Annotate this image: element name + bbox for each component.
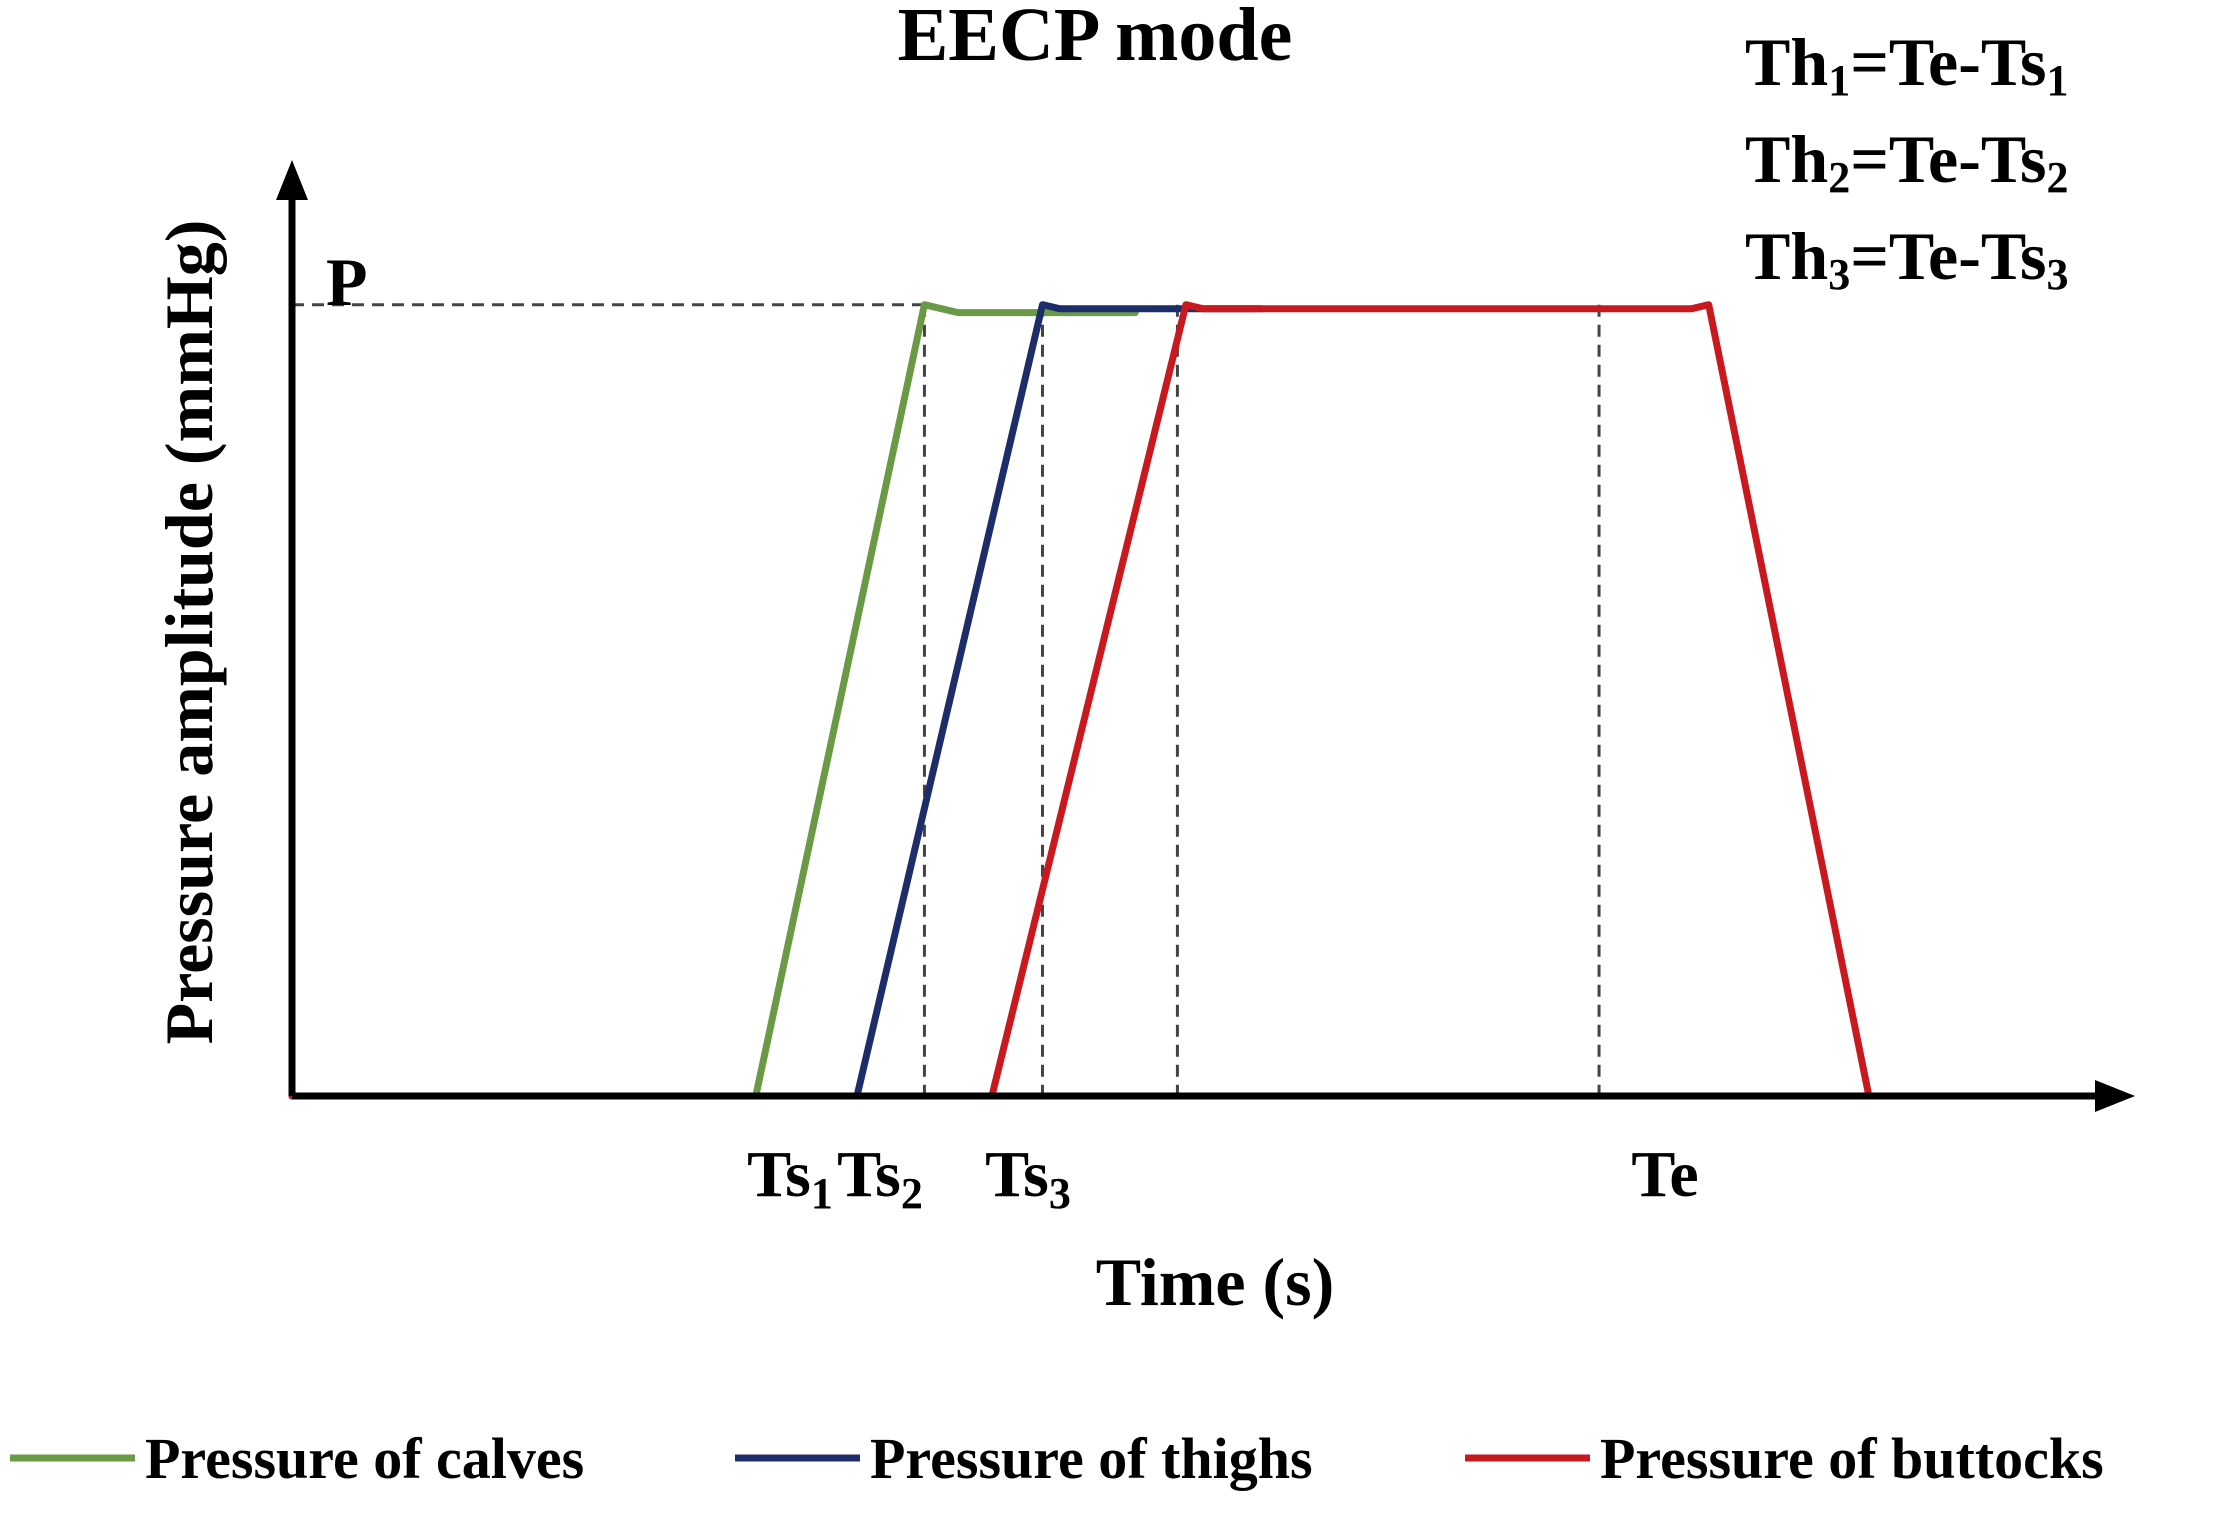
formula-1: Th1=Te-Ts1	[1745, 24, 2068, 105]
series-line-2	[288, 301, 1266, 1100]
legend: Pressure of calves Pressure of thighs Pres…	[10, 1426, 2104, 1491]
x-tick-labels: Ts1 Ts2 Ts3 Te	[747, 1138, 1698, 1218]
legend-label-1: Pressure of calves	[145, 1426, 584, 1491]
reference-lines	[292, 303, 1601, 1096]
y-axis-label: Pressure amplitude (mmHg)	[151, 220, 227, 1045]
y-tick-label: P	[326, 244, 368, 320]
formula-2: Th2=Te-Ts2	[1745, 121, 2068, 202]
series-line-1	[288, 301, 1139, 1100]
chart-title: EECP mode	[898, 0, 1293, 77]
formula-block: Th1=Te-Ts1 Th2=Te-Ts2 Th3=Te-Ts3	[1745, 24, 2068, 299]
x-tick-label: Ts3	[985, 1138, 1071, 1218]
series-group	[288, 301, 2109, 1100]
x-tick-label: Ts1	[747, 1138, 833, 1218]
x-axis-label: Time (s)	[1096, 1244, 1335, 1320]
x-tick-label: Te	[1631, 1138, 1698, 1211]
x-tick-label: Ts2	[837, 1138, 923, 1218]
legend-label-3: Pressure of buttocks	[1600, 1426, 2104, 1491]
series-line-3	[288, 301, 2109, 1100]
formula-3: Th3=Te-Ts3	[1745, 218, 2068, 299]
legend-label-2: Pressure of thighs	[870, 1426, 1313, 1491]
y-axis-arrow-icon	[276, 160, 308, 200]
x-axis-arrow-icon	[2095, 1080, 2135, 1112]
